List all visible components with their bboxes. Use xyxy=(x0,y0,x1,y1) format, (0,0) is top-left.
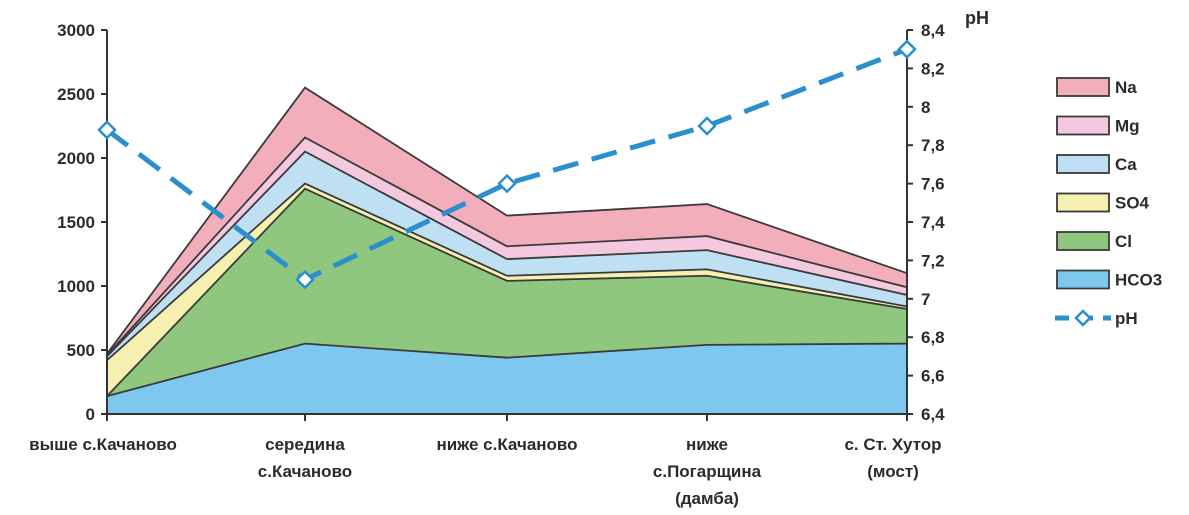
left-tick-label: 2000 xyxy=(57,149,95,168)
right-tick-label: 7 xyxy=(921,290,930,309)
right-tick-label: 7,8 xyxy=(921,136,945,155)
area-hco3 xyxy=(107,343,907,414)
category-labels: выше с.Качаново середина с.Качаново ниже с.… xyxy=(29,435,941,508)
right-tick-label: 6,8 xyxy=(921,328,945,347)
legend-label-na: Na xyxy=(1115,78,1137,97)
ph-point xyxy=(697,116,717,136)
legend-swatch-hco3 xyxy=(1056,269,1110,290)
legend-swatch-ca xyxy=(1056,154,1110,174)
category-label: с.Качаново xyxy=(258,462,352,481)
ph-line xyxy=(97,39,917,290)
left-tick-label: 500 xyxy=(67,341,95,360)
ph-line-path xyxy=(105,46,908,283)
area-edge-ca xyxy=(106,150,908,358)
area-edge-mg xyxy=(106,136,908,356)
category-label: (мост) xyxy=(867,462,919,481)
right-tick-label: 8,4 xyxy=(921,21,945,40)
legend-swatch-cl xyxy=(1056,231,1110,251)
right-tick-label: 7,6 xyxy=(921,175,945,194)
category-label: с.Погарщина xyxy=(653,462,762,481)
area-edge-hco3 xyxy=(106,342,908,397)
ph-point xyxy=(497,173,517,194)
legend-marker-ph xyxy=(1074,309,1092,327)
left-tick-label: 3000 xyxy=(57,21,95,40)
right-tick-label: 7,2 xyxy=(921,251,945,270)
area-edge-so4 xyxy=(106,182,908,361)
category-label: выше с.Качаново xyxy=(29,435,177,454)
legend: Na Mg Ca SO4 Cl HCO3 pH xyxy=(1055,77,1162,328)
legend-label-so4: SO4 xyxy=(1115,194,1150,213)
left-tick-label: 2500 xyxy=(57,85,95,104)
left-tick-label: 1500 xyxy=(57,213,95,232)
right-axis-label: pH xyxy=(965,8,989,28)
right-tick-label: 8,2 xyxy=(921,59,945,78)
category-label: середина xyxy=(265,435,345,454)
area-na xyxy=(107,87,907,356)
legend-swatch-mg xyxy=(1056,115,1110,136)
legend-label-hco3: HCO3 xyxy=(1115,271,1162,290)
legend-label-mg: Mg xyxy=(1115,117,1140,136)
legend-label-ca: Ca xyxy=(1115,155,1137,174)
stacked-areas xyxy=(106,86,908,414)
legend-swatch-na xyxy=(1056,77,1110,97)
category-label: (дамба) xyxy=(675,489,739,508)
right-tick-label: 6,4 xyxy=(921,405,945,424)
ph-point xyxy=(295,269,315,290)
legend-label-ph: pH xyxy=(1115,309,1138,328)
category-label: с. Ст. Хутор xyxy=(844,435,941,454)
area-edge-na xyxy=(106,86,908,355)
category-label: ниже с.Качаново xyxy=(436,435,577,454)
left-axis-ticks: 0 500 1000 1500 2000 2500 3000 xyxy=(57,21,107,424)
left-tick-label: 0 xyxy=(86,405,95,424)
right-tick-label: 8 xyxy=(921,98,930,117)
right-tick-label: 6,6 xyxy=(921,367,945,386)
legend-label-cl: Cl xyxy=(1115,232,1132,251)
ph-point xyxy=(97,120,117,140)
right-tick-label: 7,4 xyxy=(921,213,945,232)
ph-point xyxy=(897,39,917,59)
legend-swatch-so4 xyxy=(1056,192,1110,213)
right-axis-ticks: 6,4 6,6 6,8 7 7,2 7,4 7,6 7,8 8 8,2 8,4 xyxy=(907,21,945,424)
area-edge-cl xyxy=(106,187,908,397)
category-label: ниже xyxy=(686,435,728,454)
left-tick-label: 1000 xyxy=(57,277,95,296)
